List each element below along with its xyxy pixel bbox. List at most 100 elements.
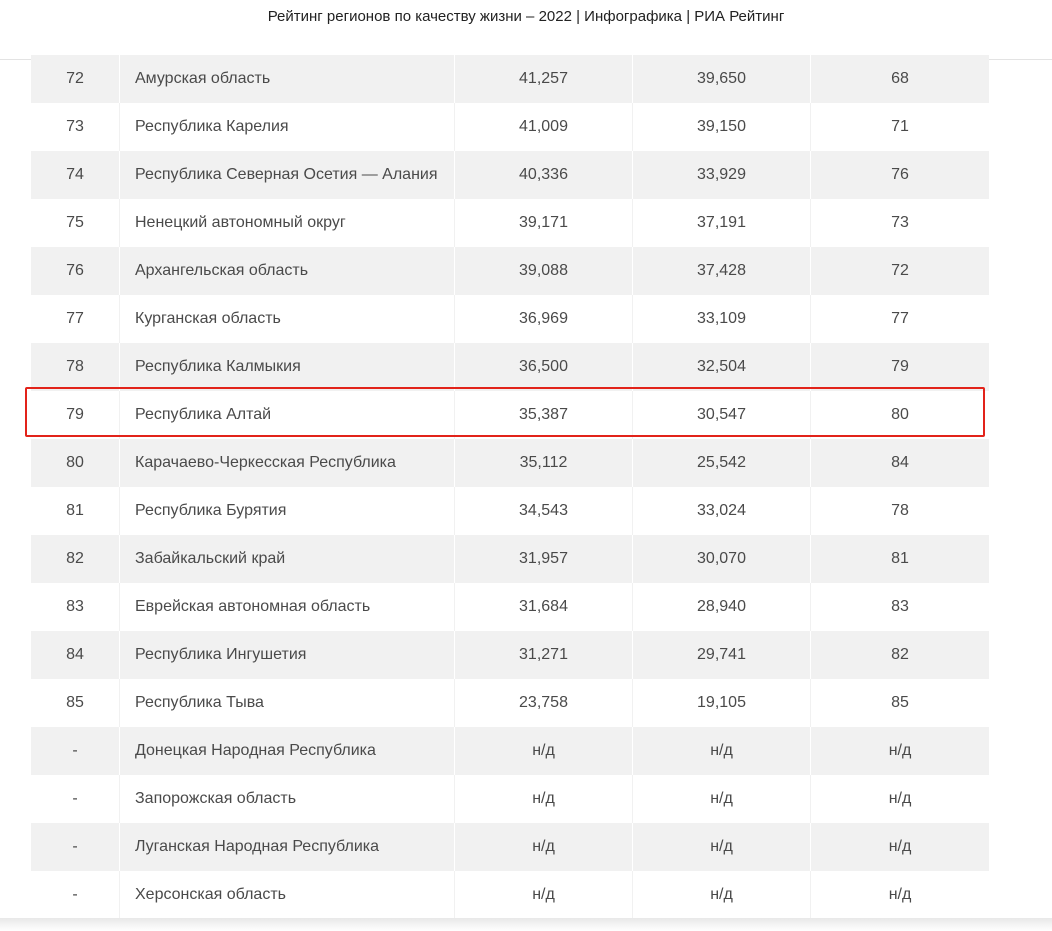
rank-cell: - — [31, 727, 120, 775]
value-1-cell: н/д — [455, 775, 633, 823]
region-cell: Карачаево-Черкесская Республика — [120, 439, 455, 487]
value-2-cell: 33,109 — [633, 295, 811, 343]
rank-cell: 83 — [31, 583, 120, 631]
value-3-cell: 85 — [891, 694, 909, 711]
table-row: 84 Республика Ингушетия 31,271 29,741 82 — [31, 631, 989, 679]
table-row: 82 Забайкальский край 31,957 30,070 81 — [31, 535, 989, 583]
value-1-cell: 39,171 — [455, 199, 633, 247]
value-1-cell: 31,684 — [455, 583, 633, 631]
value-1-cell: 34,543 — [455, 487, 633, 535]
page-title: Рейтинг регионов по качеству жизни – 202… — [267, 8, 785, 25]
value-2-cell: 39,650 — [633, 55, 811, 103]
value-1-cell: н/д — [455, 727, 633, 775]
rank-cell: - — [31, 775, 120, 823]
value-3-cell: 84 — [891, 454, 909, 471]
value-2-cell: 28,940 — [633, 583, 811, 631]
table-row: - Донецкая Народная Республика н/д н/д н/д — [31, 727, 989, 775]
value-2-cell: 33,024 — [633, 487, 811, 535]
value-2-cell: 19,105 — [633, 679, 811, 727]
value-3-cell: 72 — [891, 262, 909, 279]
region-cell: Херсонская область — [120, 871, 455, 919]
table-row: 74 Республика Северная Осетия — Алания 40,… — [31, 151, 989, 199]
value-1-cell: 35,387 — [455, 391, 633, 439]
rank-cell: 77 — [31, 295, 120, 343]
table-row: - Херсонская область н/д н/д н/д — [31, 871, 989, 919]
rank-cell: 80 — [31, 439, 120, 487]
rank-cell: - — [31, 823, 120, 871]
value-3-cell: 78 — [891, 502, 909, 519]
rank-cell: 81 — [31, 487, 120, 535]
table-row: 83 Еврейская автономная область 31,684 28,9… — [31, 583, 989, 631]
page-header: Рейтинг регионов по качеству жизни – 202… — [0, 0, 1052, 60]
value-3-cell: 73 — [891, 214, 909, 231]
ranking-table: 72 Амурская область 41,257 39,650 68 73 Респуб… — [31, 55, 989, 919]
table-row: 75 Ненецкий автономный округ 39,171 37,191 7… — [31, 199, 989, 247]
region-cell: Ненецкий автономный округ — [120, 199, 455, 247]
rank-cell: 78 — [31, 343, 120, 391]
value-2-cell: 32,504 — [633, 343, 811, 391]
rank-cell: 73 — [31, 103, 120, 151]
value-1-cell: н/д — [455, 871, 633, 919]
rank-cell: 85 — [31, 679, 120, 727]
region-cell: Еврейская автономная область — [120, 583, 455, 631]
value-1-cell: 40,336 — [455, 151, 633, 199]
value-1-cell: 36,500 — [455, 343, 633, 391]
scroll-shadow — [0, 918, 1052, 931]
rank-cell: 76 — [31, 247, 120, 295]
value-1-cell: 31,271 — [455, 631, 633, 679]
table-row: 72 Амурская область 41,257 39,650 68 — [31, 55, 989, 103]
rank-cell: 79 — [31, 391, 120, 439]
value-2-cell: 29,741 — [633, 631, 811, 679]
value-1-cell: 41,257 — [455, 55, 633, 103]
value-2-cell: 37,428 — [633, 247, 811, 295]
value-2-cell: 30,070 — [633, 535, 811, 583]
table-row: - Луганская Народная Республика н/д н/д н/д — [31, 823, 989, 871]
table-row: 80 Карачаево-Черкесская Республика 35,112 2… — [31, 439, 989, 487]
rank-cell: - — [31, 871, 120, 919]
value-2-cell: 33,929 — [633, 151, 811, 199]
value-3-cell: н/д — [888, 838, 912, 855]
value-3-cell: 83 — [891, 598, 909, 615]
region-cell: Республика Тыва — [120, 679, 455, 727]
region-cell: Луганская Народная Республика — [120, 823, 455, 871]
table-row: 85 Республика Тыва 23,758 19,105 85 — [31, 679, 989, 727]
region-cell: Запорожская область — [120, 775, 455, 823]
value-3-cell: н/д — [888, 790, 912, 807]
value-1-cell: 35,112 — [455, 439, 633, 487]
value-1-cell: 41,009 — [455, 103, 633, 151]
region-cell: Республика Бурятия — [120, 487, 455, 535]
value-3-cell: 76 — [891, 166, 909, 183]
value-3-cell: н/д — [888, 742, 912, 759]
value-1-cell: н/д — [455, 823, 633, 871]
value-2-cell: н/д — [633, 871, 811, 919]
value-3-cell: 79 — [891, 358, 909, 375]
value-2-cell: 39,150 — [633, 103, 811, 151]
region-cell: Республика Северная Осетия — Алания — [120, 151, 455, 199]
value-2-cell: 25,542 — [633, 439, 811, 487]
region-cell: Республика Алтай — [120, 391, 455, 439]
value-1-cell: 31,957 — [455, 535, 633, 583]
value-3-cell: н/д — [888, 886, 912, 903]
value-3-cell: 81 — [891, 550, 909, 567]
value-2-cell: н/д — [633, 823, 811, 871]
value-3-cell: 82 — [891, 646, 909, 663]
table-row: 76 Архангельская область 39,088 37,428 72 — [31, 247, 989, 295]
region-cell: Республика Ингушетия — [120, 631, 455, 679]
rank-cell: 82 — [31, 535, 120, 583]
value-2-cell: н/д — [633, 727, 811, 775]
value-1-cell: 36,969 — [455, 295, 633, 343]
value-3-cell: 68 — [891, 70, 909, 87]
value-1-cell: 39,088 — [455, 247, 633, 295]
region-cell: Донецкая Народная Республика — [120, 727, 455, 775]
value-3-cell: 80 — [891, 406, 909, 423]
region-cell: Республика Калмыкия — [120, 343, 455, 391]
region-cell: Республика Карелия — [120, 103, 455, 151]
region-cell: Курганская область — [120, 295, 455, 343]
region-cell: Забайкальский край — [120, 535, 455, 583]
table-row: 78 Республика Калмыкия 36,500 32,504 79 — [31, 343, 989, 391]
rank-cell: 75 — [31, 199, 120, 247]
rank-cell: 74 — [31, 151, 120, 199]
value-2-cell: 37,191 — [633, 199, 811, 247]
region-cell: Архангельская область — [120, 247, 455, 295]
table-row: 73 Республика Карелия 41,009 39,150 71 — [31, 103, 989, 151]
